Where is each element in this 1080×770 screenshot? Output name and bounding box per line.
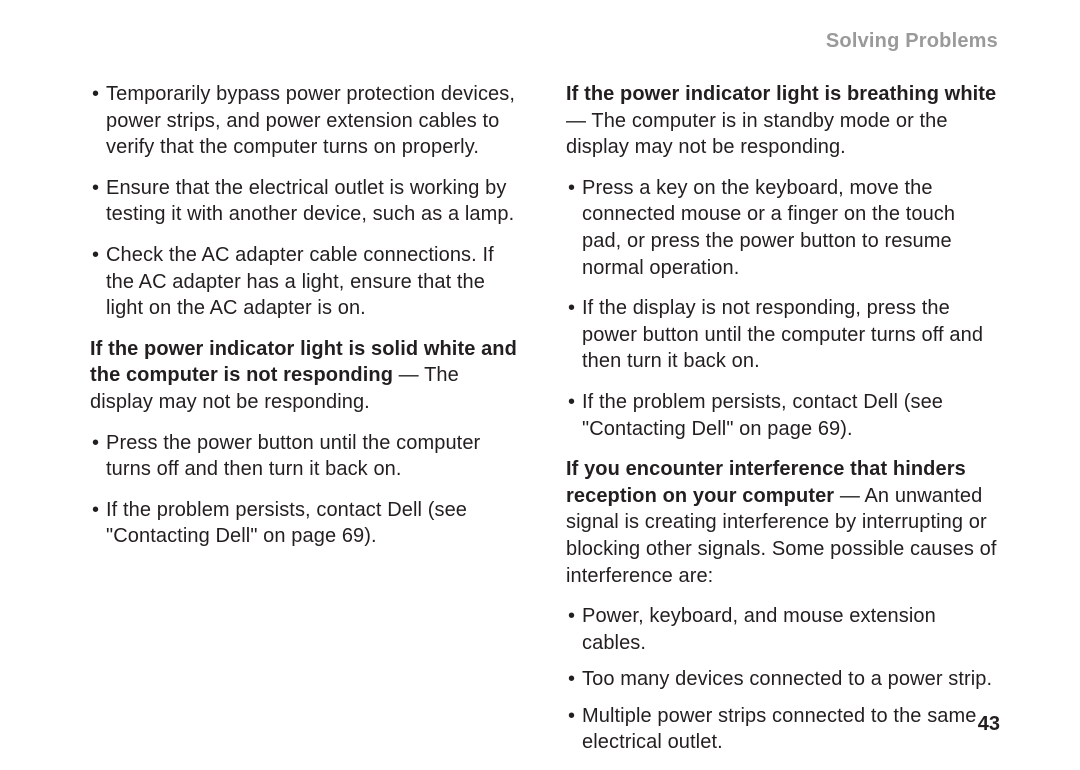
paragraph-lead-bold: If the power indicator light is breathin… <box>566 83 996 105</box>
list-item: Too many devices connected to a power st… <box>566 666 1000 693</box>
list-item: Power, keyboard, and mouse extension cab… <box>566 603 1000 656</box>
list-item: Temporarily bypass power protection devi… <box>90 81 524 161</box>
section-header: Solving Problems <box>90 30 1000 53</box>
bullet-list: Power, keyboard, and mouse extension cab… <box>566 603 1000 756</box>
left-column: Temporarily bypass power protection devi… <box>90 81 524 770</box>
content-columns: Temporarily bypass power protection devi… <box>90 81 1000 770</box>
list-item: Press the power button until the compute… <box>90 430 524 483</box>
paragraph-rest: — The computer is in standby mode or the… <box>566 110 948 159</box>
bullet-list: Press a key on the keyboard, move the co… <box>566 175 1000 442</box>
paragraph-interference: If you encounter interference that hinde… <box>566 456 1000 589</box>
bullet-list: Press the power button until the compute… <box>90 430 524 550</box>
page: Solving Problems Temporarily bypass powe… <box>0 0 1080 766</box>
list-item: Ensure that the electrical outlet is wor… <box>90 175 524 228</box>
page-number: 43 <box>978 713 1000 736</box>
list-item: Multiple power strips connected to the s… <box>566 703 1000 756</box>
list-item: If the problem persists, contact Dell (s… <box>90 497 524 550</box>
paragraph-solid-white: If the power indicator light is solid wh… <box>90 336 524 416</box>
list-item: If the display is not responding, press … <box>566 295 1000 375</box>
paragraph-breathing-white: If the power indicator light is breathin… <box>566 81 1000 161</box>
list-item: If the problem persists, contact Dell (s… <box>566 389 1000 442</box>
right-column: If the power indicator light is breathin… <box>566 81 1000 770</box>
list-item: Press a key on the keyboard, move the co… <box>566 175 1000 281</box>
bullet-list: Temporarily bypass power protection devi… <box>90 81 524 322</box>
list-item: Check the AC adapter cable connections. … <box>90 242 524 322</box>
